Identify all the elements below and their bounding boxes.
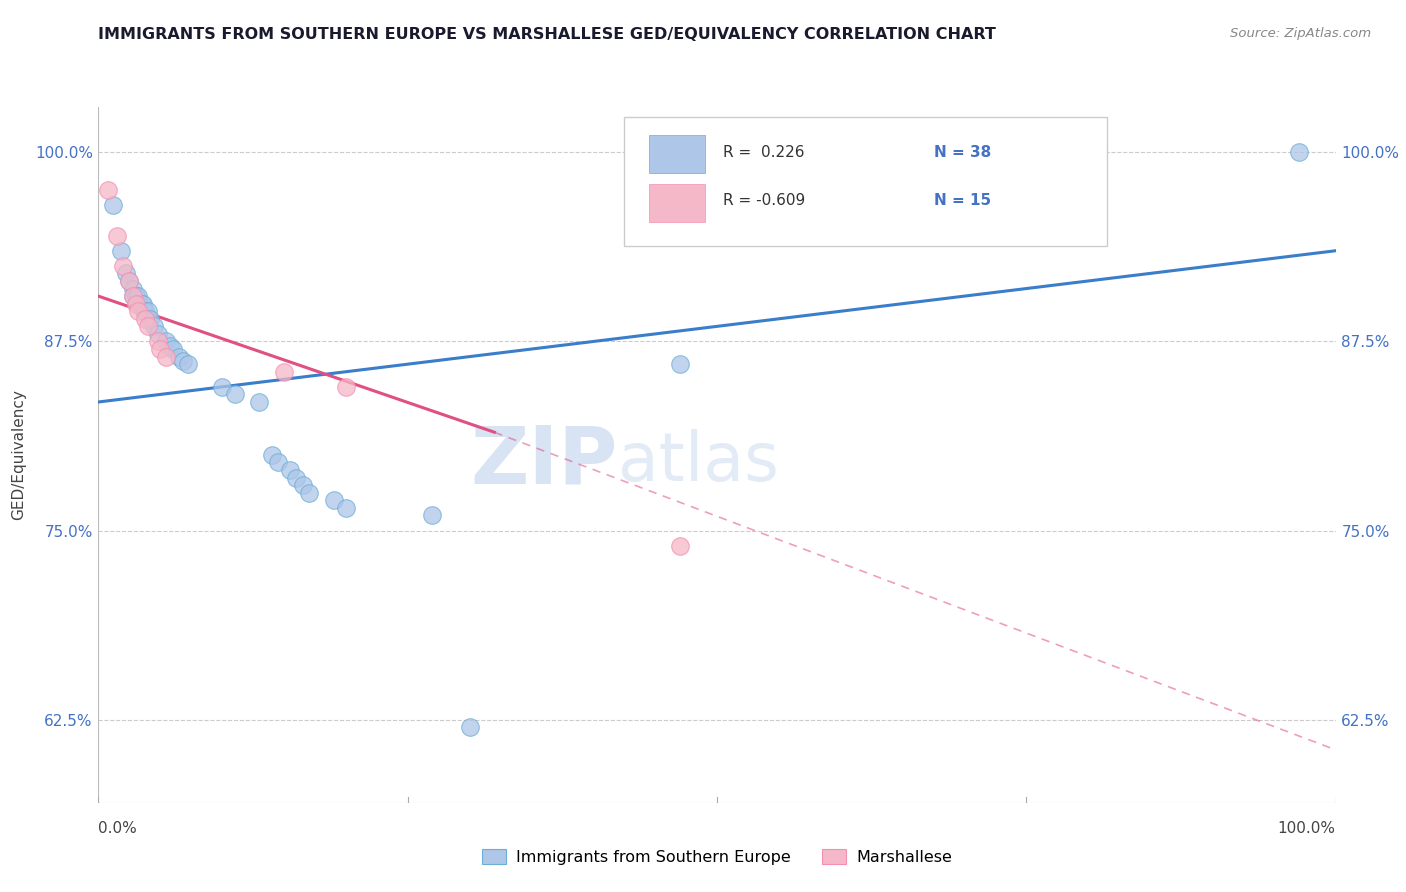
- Point: [112, 259, 135, 273]
- Point: [267, 455, 290, 469]
- Point: [97, 183, 120, 197]
- Text: atlas: atlas: [619, 429, 779, 495]
- Point: [131, 296, 153, 310]
- Text: IMMIGRANTS FROM SOUTHERN EUROPE VS MARSHALLESE GED/EQUIVALENCY CORRELATION CHART: IMMIGRANTS FROM SOUTHERN EUROPE VS MARSH…: [98, 27, 997, 42]
- Point: [278, 463, 301, 477]
- Point: [669, 539, 692, 553]
- Point: [114, 267, 136, 281]
- Point: [132, 296, 155, 310]
- Point: [155, 350, 177, 364]
- Text: Source: ZipAtlas.com: Source: ZipAtlas.com: [1230, 27, 1371, 40]
- Point: [422, 508, 444, 523]
- Text: 100.0%: 100.0%: [1278, 821, 1336, 836]
- Point: [458, 720, 481, 734]
- Point: [335, 500, 357, 515]
- Text: N = 15: N = 15: [934, 194, 991, 209]
- Point: [139, 311, 162, 326]
- Point: [176, 357, 198, 371]
- Point: [122, 281, 145, 295]
- Point: [136, 304, 159, 318]
- Point: [149, 342, 172, 356]
- Point: [134, 304, 156, 318]
- Text: R = -0.609: R = -0.609: [723, 194, 806, 209]
- Text: 0.0%: 0.0%: [98, 821, 138, 836]
- Point: [247, 395, 270, 409]
- FancyBboxPatch shape: [624, 118, 1107, 246]
- Point: [224, 387, 246, 401]
- Point: [172, 354, 194, 368]
- Point: [669, 357, 692, 371]
- FancyBboxPatch shape: [650, 135, 704, 173]
- Point: [159, 339, 181, 353]
- Point: [118, 274, 141, 288]
- Point: [103, 198, 125, 212]
- Point: [146, 334, 169, 349]
- Point: [136, 319, 159, 334]
- Point: [143, 319, 166, 334]
- Point: [124, 289, 146, 303]
- Point: [122, 289, 145, 303]
- Point: [127, 304, 149, 318]
- Point: [1288, 145, 1310, 160]
- Text: R =  0.226: R = 0.226: [723, 145, 804, 160]
- FancyBboxPatch shape: [650, 184, 704, 222]
- Point: [128, 296, 150, 310]
- Point: [155, 334, 177, 349]
- Point: [134, 311, 156, 326]
- Y-axis label: GED/Equivalency: GED/Equivalency: [11, 390, 27, 520]
- Text: ZIP: ZIP: [471, 423, 619, 501]
- Point: [273, 365, 295, 379]
- Point: [122, 289, 145, 303]
- Point: [285, 470, 308, 484]
- Point: [118, 274, 141, 288]
- Legend: Immigrants from Southern Europe, Marshallese: Immigrants from Southern Europe, Marshal…: [475, 843, 959, 871]
- Point: [110, 244, 132, 258]
- Point: [335, 380, 357, 394]
- Point: [162, 342, 184, 356]
- Point: [322, 493, 344, 508]
- Point: [105, 228, 128, 243]
- Point: [211, 380, 233, 394]
- Point: [260, 448, 283, 462]
- Text: N = 38: N = 38: [934, 145, 991, 160]
- Point: [298, 485, 321, 500]
- Point: [124, 296, 146, 310]
- Point: [127, 289, 149, 303]
- Point: [146, 326, 169, 341]
- Point: [291, 478, 314, 492]
- Point: [167, 350, 190, 364]
- Point: [134, 304, 156, 318]
